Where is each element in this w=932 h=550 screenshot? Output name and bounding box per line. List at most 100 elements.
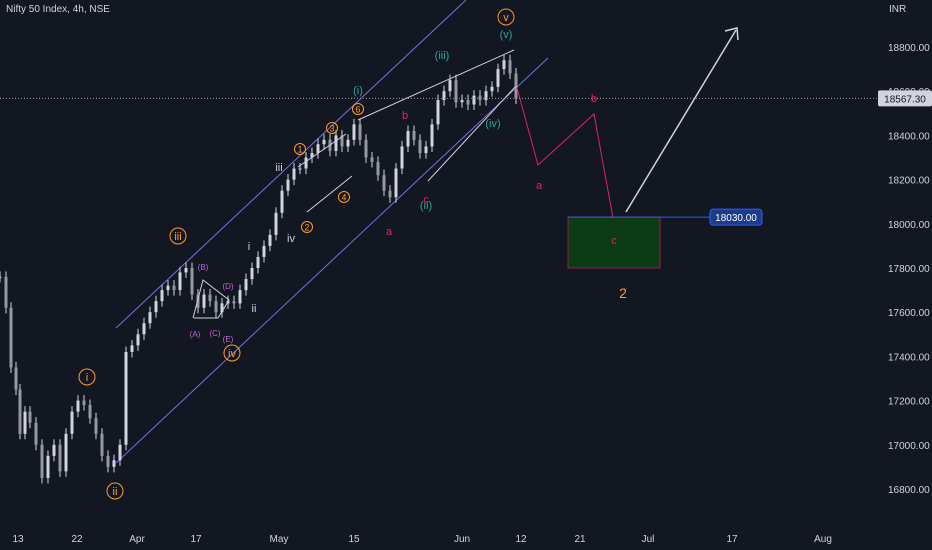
candle-body bbox=[484, 91, 488, 101]
candle-body bbox=[106, 455, 110, 467]
candle-body bbox=[418, 139, 422, 154]
wave-label-circle bbox=[78, 368, 96, 386]
candle-body bbox=[346, 139, 350, 147]
candle-body bbox=[400, 146, 404, 169]
candle-body bbox=[286, 179, 290, 191]
x-tick-label: 13 bbox=[12, 534, 24, 545]
wave-label-circle bbox=[169, 227, 187, 245]
y-tick-label: 17800.00 bbox=[888, 264, 930, 275]
x-tick-label: Jul bbox=[642, 534, 655, 545]
candle-body bbox=[130, 345, 134, 352]
currency-label: INR bbox=[889, 4, 907, 15]
x-tick-label: May bbox=[270, 534, 289, 545]
wave-label-circle bbox=[326, 122, 338, 134]
candle-body bbox=[262, 245, 266, 257]
candle-body bbox=[316, 144, 320, 154]
flag-upper-line bbox=[297, 133, 347, 168]
candle-body bbox=[88, 405, 92, 419]
x-tick-label: Apr bbox=[129, 534, 145, 545]
candle-body bbox=[388, 190, 392, 198]
wave-label: (iii) bbox=[435, 50, 450, 62]
candle-body bbox=[394, 168, 398, 198]
y-tick-label: 17600.00 bbox=[888, 308, 930, 319]
wave-label-circle bbox=[301, 221, 313, 233]
candle-body bbox=[14, 367, 18, 390]
wave-label: i bbox=[248, 241, 250, 253]
last-price-tag bbox=[878, 90, 932, 107]
wave-label: (E) bbox=[223, 335, 234, 344]
candle-body bbox=[202, 294, 206, 308]
candle-body bbox=[370, 157, 374, 162]
candle-body bbox=[220, 303, 224, 313]
wave-label: (ii) bbox=[420, 200, 432, 212]
wave-label: 4 bbox=[341, 193, 346, 203]
candle-body bbox=[436, 100, 440, 125]
x-tick-label: 15 bbox=[348, 534, 360, 545]
candle-body bbox=[292, 168, 296, 180]
candle-body bbox=[382, 175, 386, 191]
wave-label: (v) bbox=[500, 29, 513, 41]
projection-path bbox=[516, 87, 614, 219]
y-tick-label: 16800.00 bbox=[888, 485, 930, 496]
x-tick-label: 21 bbox=[574, 534, 586, 545]
target-tag bbox=[709, 208, 763, 226]
candle-body bbox=[454, 80, 458, 103]
wave-label: 1 bbox=[297, 145, 302, 155]
wave-label: iii bbox=[174, 231, 181, 243]
candle-body bbox=[142, 323, 146, 335]
wave-label: a bbox=[386, 226, 393, 238]
candle-body bbox=[196, 294, 200, 308]
candle-body bbox=[334, 135, 338, 151]
candle-body bbox=[172, 285, 176, 291]
candle-body bbox=[4, 276, 8, 308]
candle-body bbox=[40, 444, 44, 478]
candle-body bbox=[460, 100, 464, 103]
candle-body bbox=[256, 256, 260, 268]
wave-label: v bbox=[503, 12, 509, 24]
candle-body bbox=[502, 60, 506, 70]
wave-label: 3 bbox=[329, 124, 334, 134]
bullish-arrow-head bbox=[724, 27, 739, 41]
wave-label-circle bbox=[497, 8, 515, 26]
candle-body bbox=[478, 95, 482, 101]
candle-body bbox=[244, 279, 248, 291]
x-tick-label: Jun bbox=[454, 534, 470, 545]
candle-body bbox=[208, 294, 212, 302]
candle-body bbox=[154, 301, 158, 313]
candle-body bbox=[148, 312, 152, 324]
candle-body bbox=[58, 444, 62, 472]
y-tick-label: 18400.00 bbox=[888, 131, 930, 142]
wave-label: (A) bbox=[190, 330, 201, 339]
candle-body bbox=[424, 146, 428, 154]
candle-body bbox=[490, 86, 494, 92]
candle-body bbox=[112, 460, 116, 467]
wave-label-circle bbox=[338, 191, 350, 203]
target-box bbox=[567, 216, 661, 269]
wave-label-circle bbox=[294, 143, 306, 155]
candle-body bbox=[268, 234, 272, 246]
candle-body bbox=[94, 418, 98, 434]
candle-body bbox=[23, 411, 27, 434]
candle-body bbox=[160, 290, 164, 302]
candle-body bbox=[232, 301, 236, 304]
wave-label: (i) bbox=[353, 85, 363, 97]
x-tick-label: 17 bbox=[726, 534, 738, 545]
candle-body bbox=[118, 444, 122, 461]
candle-body bbox=[340, 135, 344, 147]
candle-body bbox=[322, 139, 326, 145]
candle-body bbox=[100, 433, 104, 456]
candle-body bbox=[496, 69, 500, 87]
candle-body bbox=[352, 124, 356, 140]
x-tick-label: 17 bbox=[190, 534, 202, 545]
wave-label: ii bbox=[252, 303, 257, 315]
candle-body bbox=[52, 444, 56, 456]
wave-label: i bbox=[86, 372, 88, 384]
candle-body bbox=[34, 422, 38, 445]
candle-body bbox=[442, 91, 446, 101]
wave-label: b bbox=[591, 93, 597, 105]
wave-label: (iv) bbox=[485, 118, 500, 130]
wave-label: iv bbox=[228, 348, 236, 360]
candle-body bbox=[46, 455, 50, 478]
flag-lower-line bbox=[306, 175, 353, 213]
